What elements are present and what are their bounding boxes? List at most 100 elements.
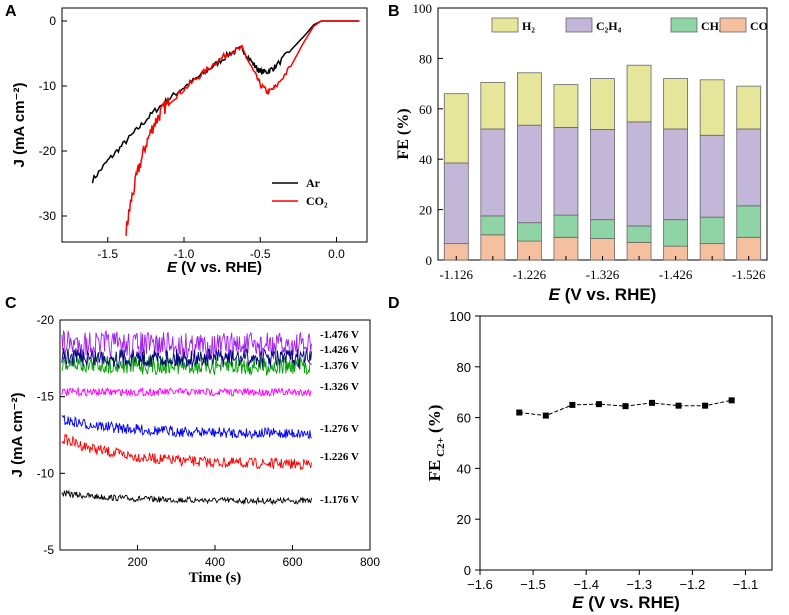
bar-3-4 <box>590 78 615 130</box>
panel-label-c: C <box>5 295 17 312</box>
y-axis-label: J (mA cm⁻²) <box>11 83 28 168</box>
x-tick-label: 800 <box>360 555 380 569</box>
x-tick-label: -1.426 <box>659 267 693 282</box>
bar-2-4 <box>590 129 615 221</box>
trace-6 <box>61 489 312 506</box>
x-tick-label: -0.5 <box>250 247 271 261</box>
series-line-1 <box>125 20 360 236</box>
data-point <box>675 402 682 409</box>
y-tick-label: 40 <box>419 152 432 167</box>
trace-label: -1.276 V <box>320 423 359 435</box>
bar-3-7 <box>699 79 725 136</box>
data-point <box>542 412 549 419</box>
legend-swatch <box>491 17 519 33</box>
legend-label: H₂ <box>522 19 535 33</box>
bar-3-2 <box>516 72 542 126</box>
y-tick-label: -10 <box>39 79 57 93</box>
x-tick-label: −1.5 <box>520 577 546 592</box>
bar-1-6 <box>663 219 689 247</box>
trace-label: -1.426 V <box>320 344 359 356</box>
y-tick-label: -15 <box>37 390 55 404</box>
legend-swatch <box>565 17 593 33</box>
y-tick-label: 0 <box>426 253 433 268</box>
x-tick-label: −1.6 <box>467 577 493 592</box>
bar-2-3 <box>553 127 579 216</box>
bar-3-5 <box>626 64 652 123</box>
y-tick-label: 0 <box>464 563 471 578</box>
y-tick-label: 100 <box>413 1 433 16</box>
y-tick-label: 20 <box>457 512 471 527</box>
x-axis-label: Time (s) <box>189 570 242 586</box>
x-tick-label: -1.526 <box>732 267 766 282</box>
x-tick-label: -1.0 <box>174 247 195 261</box>
legend-label: Ar <box>306 176 321 190</box>
bar-2-6 <box>663 128 689 221</box>
legend-label: C₂H₄ <box>596 19 622 33</box>
x-tick-label: -1.5 <box>97 247 118 261</box>
y-axis-label: FE (%) <box>395 108 412 159</box>
y-axis-label: FE C2+ (%) <box>425 405 447 482</box>
trace-label: -1.376 V <box>320 360 359 372</box>
bar-2-7 <box>699 134 725 218</box>
bar-3-3 <box>553 84 579 128</box>
bar-2-5 <box>626 121 652 227</box>
x-tick-label: −1.3 <box>626 577 652 592</box>
x-tick-label: 200 <box>127 555 147 569</box>
x-tick-label: -1.326 <box>586 267 620 282</box>
y-tick-label: -5 <box>43 543 54 557</box>
y-tick-label: -10 <box>37 466 55 480</box>
x-tick-label: 400 <box>205 555 225 569</box>
y-axis-label: J (mA cm⁻²) <box>9 393 26 478</box>
bar-2-0 <box>443 162 469 245</box>
panel-label-b: B <box>388 3 400 20</box>
bar-1-8 <box>736 205 762 238</box>
bar-1-3 <box>553 214 579 238</box>
x-tick-label: −1.2 <box>680 577 706 592</box>
bar-2-2 <box>516 124 542 224</box>
plot-frame <box>479 315 773 571</box>
y-tick-label: 40 <box>457 461 471 476</box>
data-point <box>702 402 709 409</box>
x-tick-label: 600 <box>282 555 302 569</box>
panel-c-chart: 200 400 600 800 -20 -15 -10 -5 -1.476 V -1.426 V -… <box>9 313 380 586</box>
y-tick-label: 60 <box>419 102 432 117</box>
bar-2-8 <box>736 128 762 207</box>
y-tick-label: 20 <box>419 203 432 218</box>
plot-frame <box>61 7 368 243</box>
bar-1-2 <box>516 222 542 242</box>
bar-2-1 <box>480 128 506 217</box>
y-tick-label: -20 <box>37 313 55 327</box>
bar-0-1 <box>480 234 506 261</box>
y-tick-label: -30 <box>39 209 57 223</box>
trace-3 <box>61 386 312 398</box>
bar-1-1 <box>480 215 506 236</box>
legend-swatch <box>670 17 698 33</box>
data-point <box>622 403 629 410</box>
trace-5 <box>61 433 312 471</box>
panel-label-d: D <box>388 295 400 312</box>
y-tick-label: 60 <box>457 411 471 426</box>
legend-label: CO₂ <box>306 194 328 208</box>
data-point <box>569 401 576 408</box>
panel-label-a: A <box>5 3 17 20</box>
bar-3-1 <box>480 81 506 130</box>
data-point <box>728 397 735 404</box>
x-axis-label: E (V vs. RHE) <box>549 285 657 304</box>
x-tick-label: -1.226 <box>513 267 547 282</box>
trace-label: -1.326 V <box>320 381 359 393</box>
series-line-0 <box>91 20 360 184</box>
trace-0 <box>61 329 312 361</box>
y-tick-label: 0 <box>49 14 56 28</box>
trace-1 <box>61 348 312 369</box>
bar-1-7 <box>699 216 725 245</box>
bar-1-4 <box>590 219 615 239</box>
legend-label: CH₄ <box>701 19 723 33</box>
y-tick-label: 100 <box>449 309 471 324</box>
panel-d-chart: −1.6 −1.5 −1.4 −1.3 −1.2 −1.1 0 20 40 60 80 100 E (V… <box>425 309 773 612</box>
y-tick-label: -20 <box>39 144 57 158</box>
data-point <box>595 401 602 408</box>
legend-swatch <box>719 17 747 33</box>
trace-4 <box>61 415 312 440</box>
panel-a-chart: -1.5 -1.0 -0.5 0.0 0 -10 -20 -30 Ar CO₂ E (V vs. R… <box>11 7 368 276</box>
